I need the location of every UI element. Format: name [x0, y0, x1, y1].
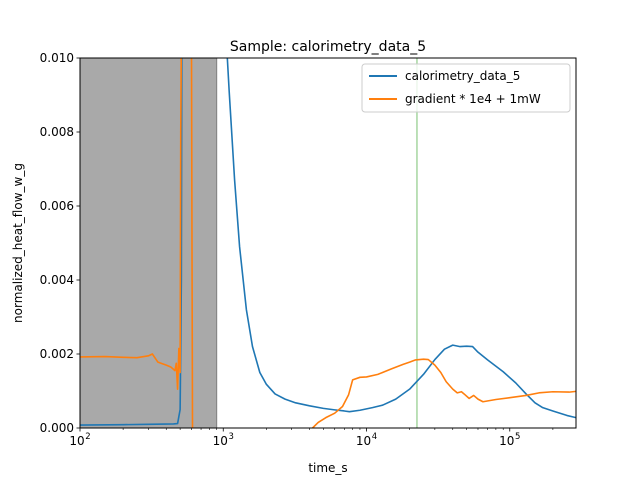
x-tick-exponent: 5	[515, 432, 520, 442]
x-tick-exponent: 4	[372, 432, 377, 442]
legend-box	[361, 63, 571, 113]
plot-area	[80, 58, 576, 428]
y-axis-label: normalized_heat_flow_w_g	[11, 163, 25, 323]
series-layer	[80, 58, 576, 428]
y-tick-label: 0.004	[40, 273, 74, 287]
x-tick-label: 10	[499, 434, 514, 448]
legend: calorimetry_data_5 gradient * 1e4 + 1mW	[361, 63, 571, 113]
x-tick-exponent: 2	[85, 432, 90, 442]
y-axis-ticks: 0.000 0.002 0.004 0.006 0.008 0.010	[40, 51, 80, 435]
y-tick-label: 0.002	[40, 347, 74, 361]
legend-label-gradient: gradient * 1e4 + 1mW	[405, 92, 541, 106]
y-tick-label: 0.006	[40, 199, 74, 213]
y-tick-label: 0.010	[40, 51, 74, 65]
series-line-0	[80, 58, 576, 426]
axes-frame	[79, 57, 577, 429]
chart-title: Sample: calorimetry_data_5	[230, 39, 426, 55]
x-tick-label: 10	[356, 434, 371, 448]
shaded-region	[80, 58, 217, 428]
y-tick-label: 0.008	[40, 125, 74, 139]
x-axis-label: time_s	[308, 461, 347, 475]
x-axis-ticks: 10 2 10 3 10 4 10 5	[69, 428, 554, 448]
y-tick-label: 0.000	[40, 421, 74, 435]
series-line-1	[80, 58, 576, 428]
legend-label-calorimetry: calorimetry_data_5	[405, 69, 520, 83]
x-tick-exponent: 3	[229, 432, 234, 442]
x-tick-label: 10	[69, 434, 84, 448]
x-tick-label: 10	[213, 434, 228, 448]
